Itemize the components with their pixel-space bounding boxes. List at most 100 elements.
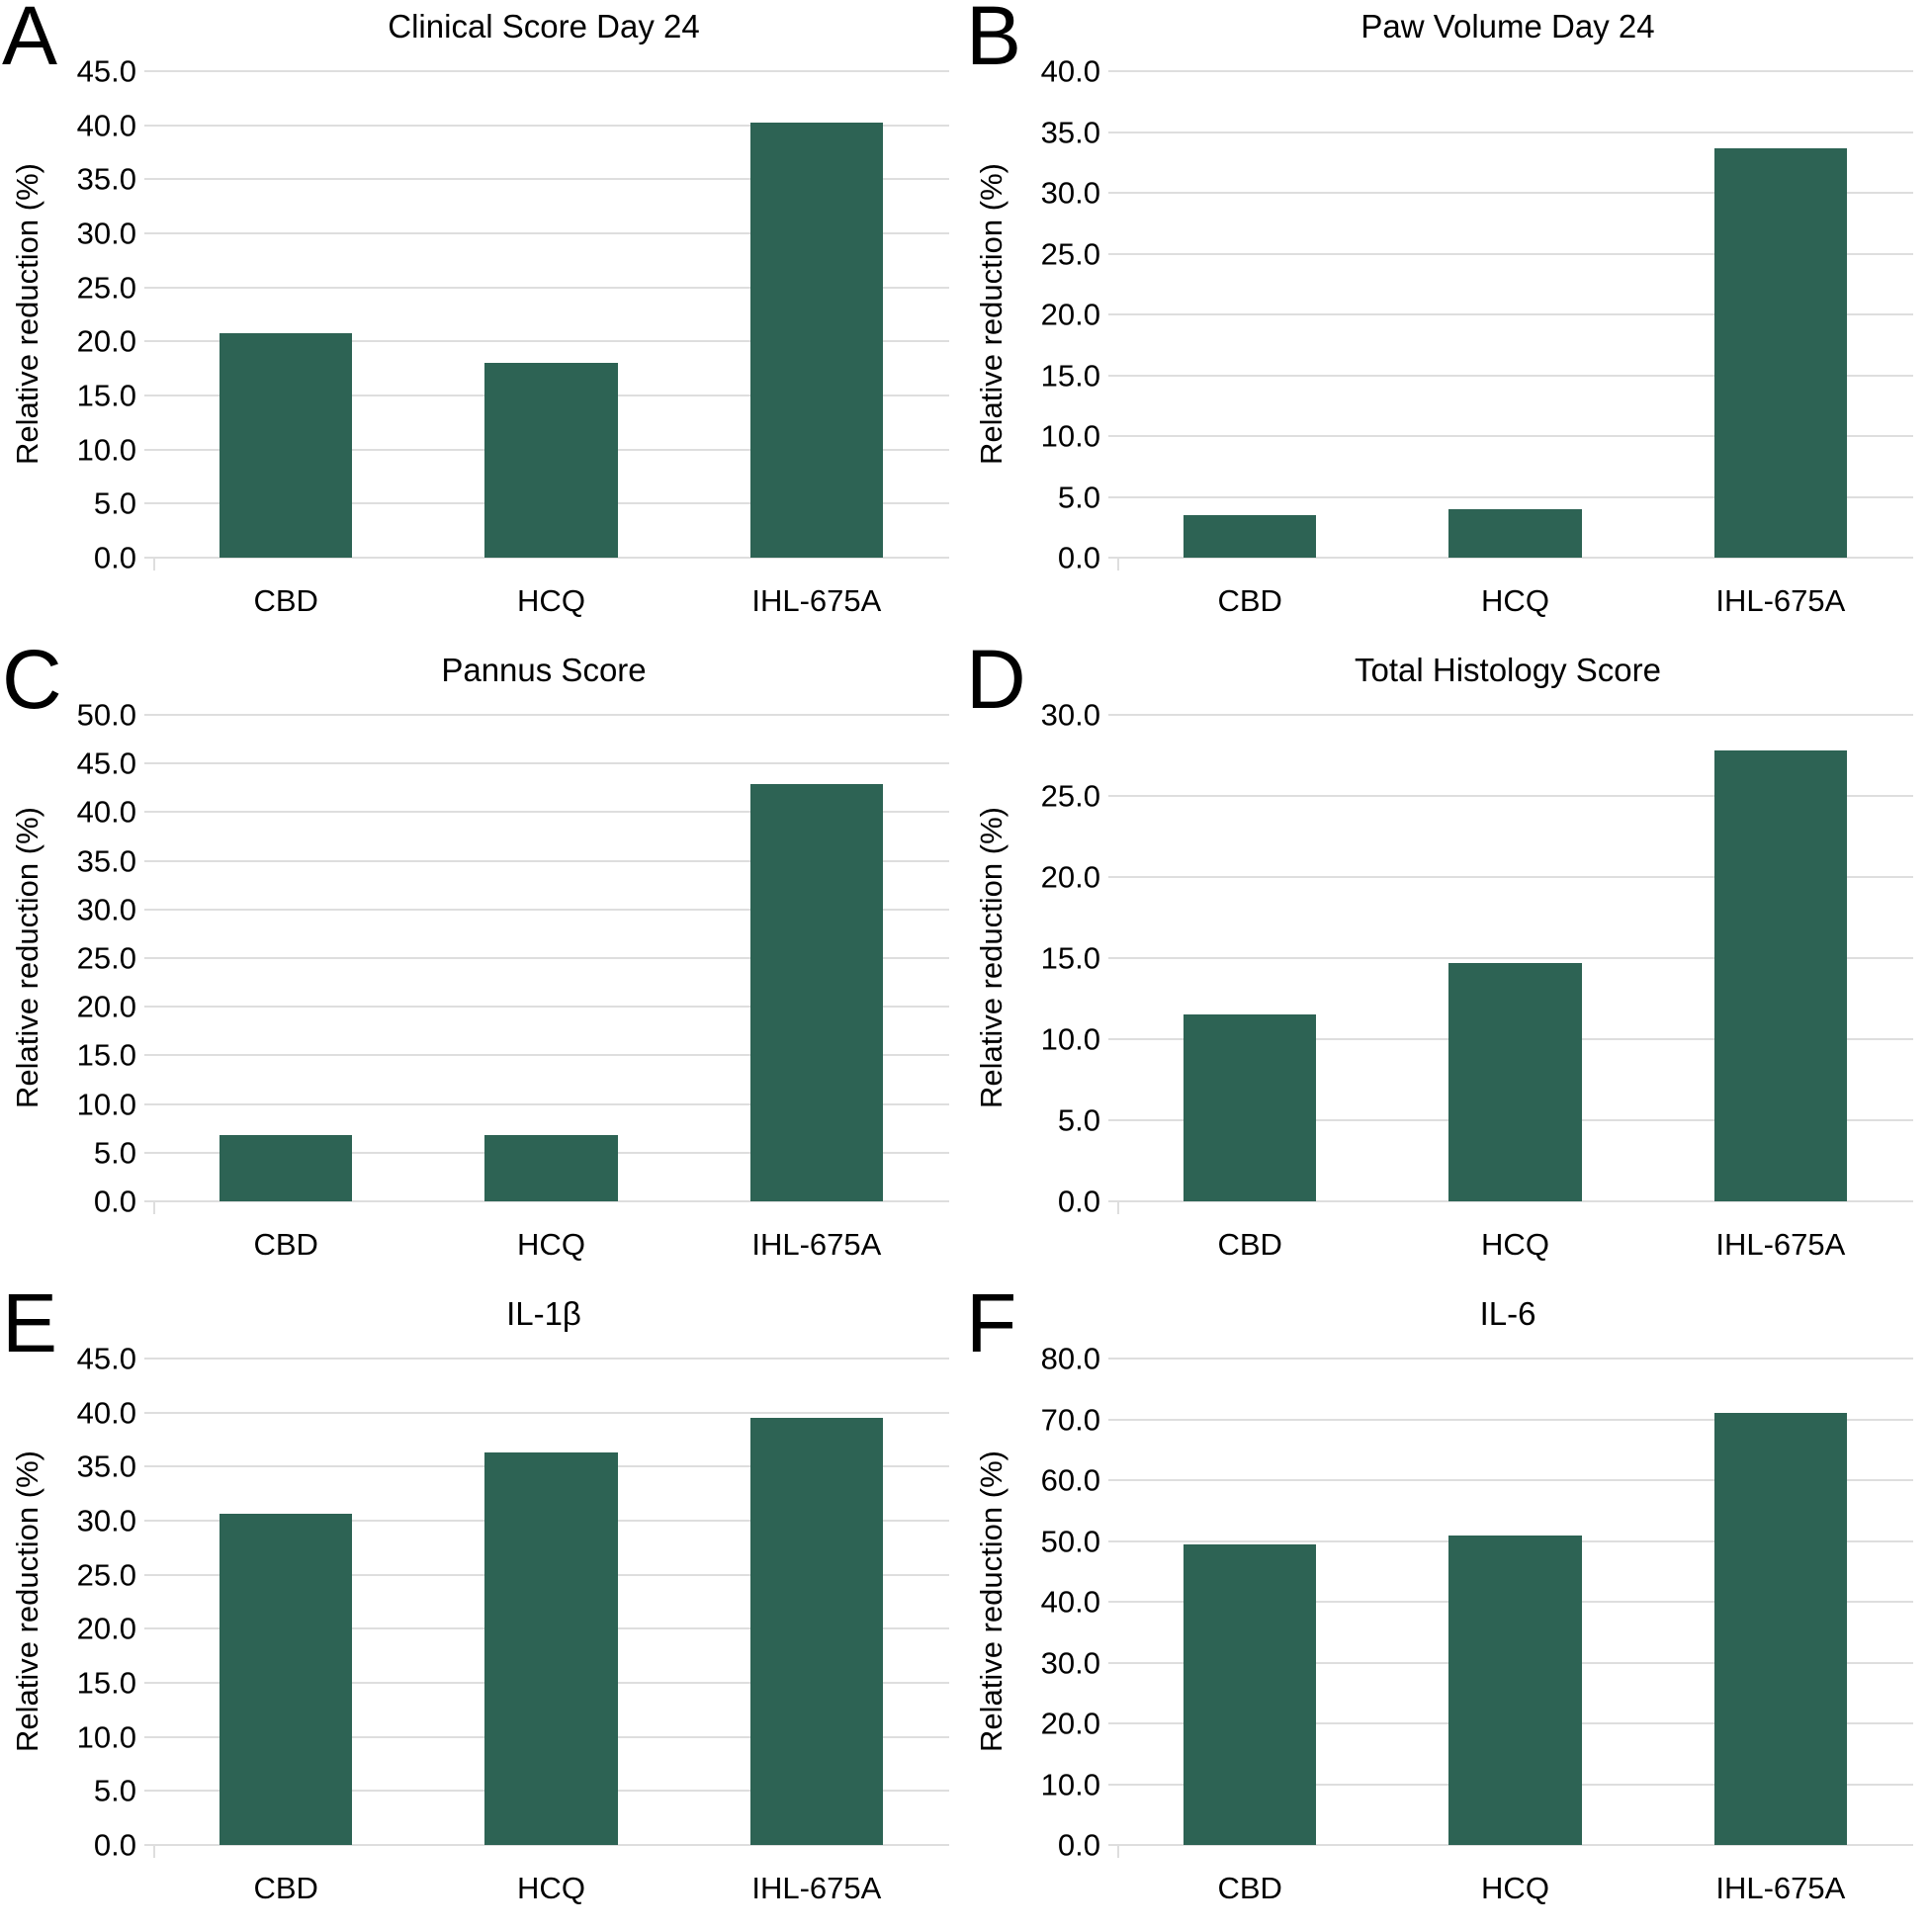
axis-corner-tick: [1117, 1201, 1119, 1214]
gridline: [153, 286, 949, 289]
panel-a-clinical-score: A Clinical Score Day 24 Relative reducti…: [0, 0, 964, 644]
x-category-label: IHL-675A: [751, 1871, 882, 1905]
gridline: [153, 811, 949, 814]
panel-letter-e: E: [2, 1276, 58, 1369]
x-category-label: HCQ: [517, 1871, 585, 1905]
x-category-label: CBD: [253, 1227, 318, 1262]
gridline: [1117, 374, 1913, 377]
y-tick-mark: [144, 1411, 153, 1414]
gridline: [153, 762, 949, 765]
y-tick-label: 5.0: [93, 485, 136, 521]
gridline: [1117, 313, 1913, 315]
y-tick-mark: [1108, 1200, 1117, 1202]
bar-ihl-675a: [749, 1418, 883, 1845]
y-tick-label: 30.0: [1040, 1645, 1100, 1680]
x-category-label: CBD: [1217, 1871, 1282, 1905]
bar-cbd: [1184, 1014, 1317, 1201]
y-tick-label: 80.0: [1040, 1341, 1100, 1376]
axis-corner-tick: [153, 1845, 155, 1858]
y-tick-label: 0.0: [93, 540, 136, 575]
gridline: [1117, 495, 1913, 498]
y-tick-mark: [144, 286, 153, 289]
y-tick-label: 0.0: [1057, 1184, 1100, 1219]
gridline: [153, 1054, 949, 1057]
y-tick-label: 35.0: [76, 1449, 136, 1484]
x-category-label: CBD: [1217, 1227, 1282, 1262]
y-tick-label: 45.0: [76, 53, 136, 89]
y-axis-title: Relative reduction (%): [10, 807, 44, 1109]
panel-d-total-histology: D Total Histology Score Relative reducti…: [964, 634, 1929, 1287]
gridline: [1117, 557, 1913, 559]
y-tick-mark: [1108, 1038, 1117, 1040]
y-tick-mark: [144, 124, 153, 127]
bar-hcq: [484, 1135, 618, 1201]
y-axis-title: Relative reduction (%): [974, 163, 1008, 466]
gridline: [1117, 1844, 1913, 1846]
y-tick-mark: [144, 1520, 153, 1522]
bar-hcq: [484, 1452, 618, 1845]
y-tick-mark: [144, 1735, 153, 1738]
y-tick-label: 45.0: [76, 1341, 136, 1376]
x-category-label: HCQ: [517, 583, 585, 618]
y-tick-mark: [1108, 70, 1117, 72]
y-tick-mark: [1108, 1119, 1117, 1121]
gridline: [153, 340, 949, 343]
panel-c-pannus-score: C Pannus Score Relative reduction (%) 0.…: [0, 634, 964, 1287]
y-tick-mark: [144, 1573, 153, 1576]
x-category-label: HCQ: [1481, 1871, 1549, 1905]
axis-corner-tick: [1117, 1845, 1119, 1858]
y-tick-label: 25.0: [76, 1557, 136, 1593]
x-category-label: IHL-675A: [1715, 1227, 1846, 1262]
x-category-label: CBD: [253, 1871, 318, 1905]
gridline: [1117, 252, 1913, 255]
y-tick-mark: [1108, 1661, 1117, 1664]
bar-ihl-675a: [749, 783, 883, 1201]
gridline: [153, 714, 949, 716]
y-tick-mark: [1108, 1539, 1117, 1542]
y-tick-label: 50.0: [1040, 1524, 1100, 1558]
gridline: [1117, 1479, 1913, 1481]
y-tick-mark: [144, 1200, 153, 1202]
bar-ihl-675a: [1713, 147, 1847, 558]
y-tick-label: 0.0: [1057, 540, 1100, 575]
y-tick-mark: [144, 557, 153, 559]
y-tick-label: 20.0: [76, 989, 136, 1024]
panel-letter-f: F: [966, 1276, 1017, 1369]
y-tick-label: 70.0: [1040, 1402, 1100, 1437]
y-tick-mark: [144, 340, 153, 343]
y-tick-label: 20.0: [76, 323, 136, 359]
bar-cbd: [1184, 514, 1317, 558]
y-tick-mark: [144, 1006, 153, 1009]
y-tick-label: 20.0: [1040, 1706, 1100, 1741]
y-tick-mark: [1108, 957, 1117, 959]
y-tick-label: 20.0: [1040, 859, 1100, 895]
y-tick-label: 40.0: [76, 794, 136, 830]
y-axis-title: Relative reduction (%): [974, 807, 1008, 1109]
y-tick-label: 25.0: [1040, 778, 1100, 814]
y-tick-label: 30.0: [76, 892, 136, 927]
bar-cbd: [219, 332, 353, 558]
gridline: [153, 1358, 949, 1360]
panel-b-paw-volume: B Paw Volume Day 24 Relative reduction (…: [964, 0, 1929, 644]
y-tick-mark: [144, 1844, 153, 1846]
y-tick-label: 20.0: [1040, 297, 1100, 332]
gridline: [1117, 192, 1913, 194]
y-tick-label: 10.0: [76, 1719, 136, 1755]
y-tick-label: 50.0: [76, 697, 136, 733]
gridline: [153, 178, 949, 181]
y-tick-label: 0.0: [93, 1827, 136, 1863]
y-tick-mark: [144, 1790, 153, 1793]
chart-title-pannus-score: Pannus Score: [441, 652, 647, 688]
panel-letter-a: A: [2, 0, 58, 82]
y-tick-label: 15.0: [1040, 358, 1100, 393]
bar-hcq: [1448, 962, 1582, 1201]
y-tick-label: 10.0: [1040, 1021, 1100, 1057]
y-tick-mark: [144, 762, 153, 765]
x-category-label: CBD: [1217, 583, 1282, 618]
y-tick-mark: [144, 1682, 153, 1684]
y-tick-mark: [1108, 1601, 1117, 1603]
y-tick-label: 5.0: [1057, 480, 1100, 514]
chart-area-clinical-score: 0.0 5.0 10.0 15.0 20.0 25.0 30.0 35.0 40.0 45.0 CB…: [77, 56, 949, 618]
y-tick-mark: [144, 232, 153, 234]
gridline: [153, 859, 949, 862]
